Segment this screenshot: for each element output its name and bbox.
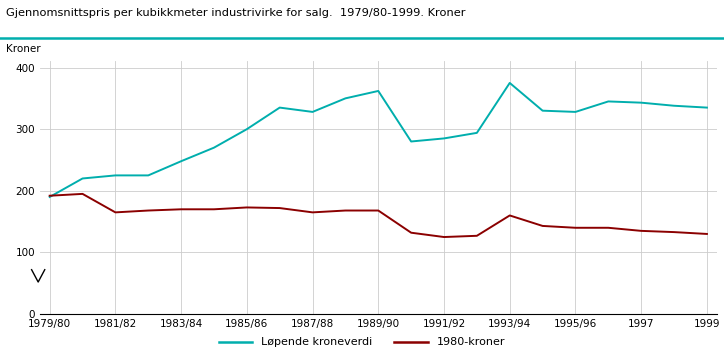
Legend: Løpende kroneverdi, 1980-kroner: Løpende kroneverdi, 1980-kroner [214,333,510,352]
Text: Kroner: Kroner [6,44,41,54]
Text: Gjennomsnittspris per kubikkmeter industrivirke for salg.  1979/80-1999. Kroner: Gjennomsnittspris per kubikkmeter indust… [6,8,466,18]
